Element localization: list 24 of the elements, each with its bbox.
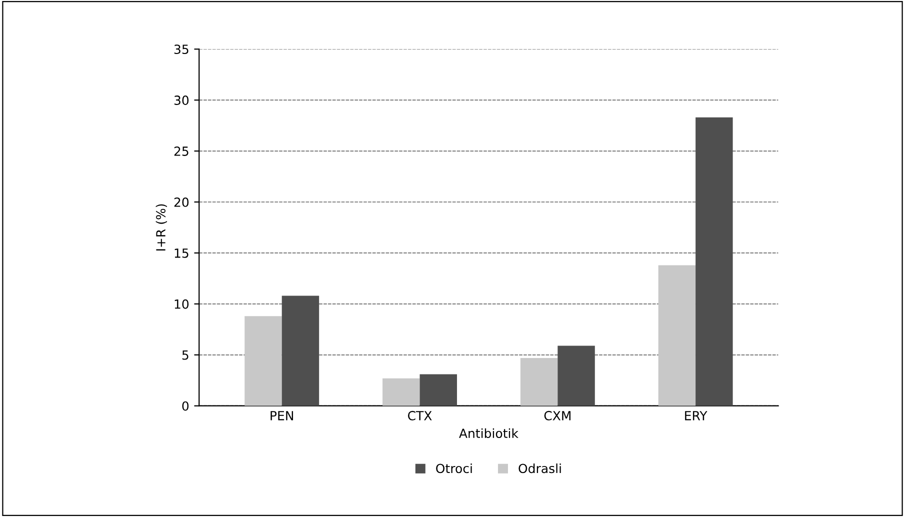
- bar: [382, 378, 420, 406]
- x-axis-title: Antibiotik: [459, 428, 518, 438]
- y-tick-label: 20: [174, 197, 189, 207]
- legend-label: Otroci: [436, 463, 472, 474]
- y-tick-label: 10: [174, 299, 189, 309]
- x-tick-label: CTX: [408, 410, 432, 420]
- bar: [282, 296, 320, 406]
- x-tick-label: PEN: [270, 411, 294, 420]
- bar: [520, 358, 558, 406]
- bar: [696, 117, 733, 406]
- y-tick-label: 0: [182, 401, 189, 411]
- x-tick-label: CXM: [544, 410, 570, 420]
- y-tick-label: 35: [174, 44, 188, 54]
- y-tick-label: 15: [174, 248, 188, 258]
- bar: [244, 316, 282, 406]
- y-tick-label: 25: [174, 146, 188, 156]
- bar: [658, 265, 696, 406]
- legend-label: Odrasli: [518, 463, 561, 474]
- bar: [420, 374, 457, 406]
- y-tick-label: 30: [174, 96, 189, 106]
- y-axis-title: I+R (%): [156, 204, 167, 250]
- y-tick-label: 5: [182, 350, 188, 360]
- bar: [558, 346, 595, 406]
- x-tick-label: ERY: [685, 411, 708, 420]
